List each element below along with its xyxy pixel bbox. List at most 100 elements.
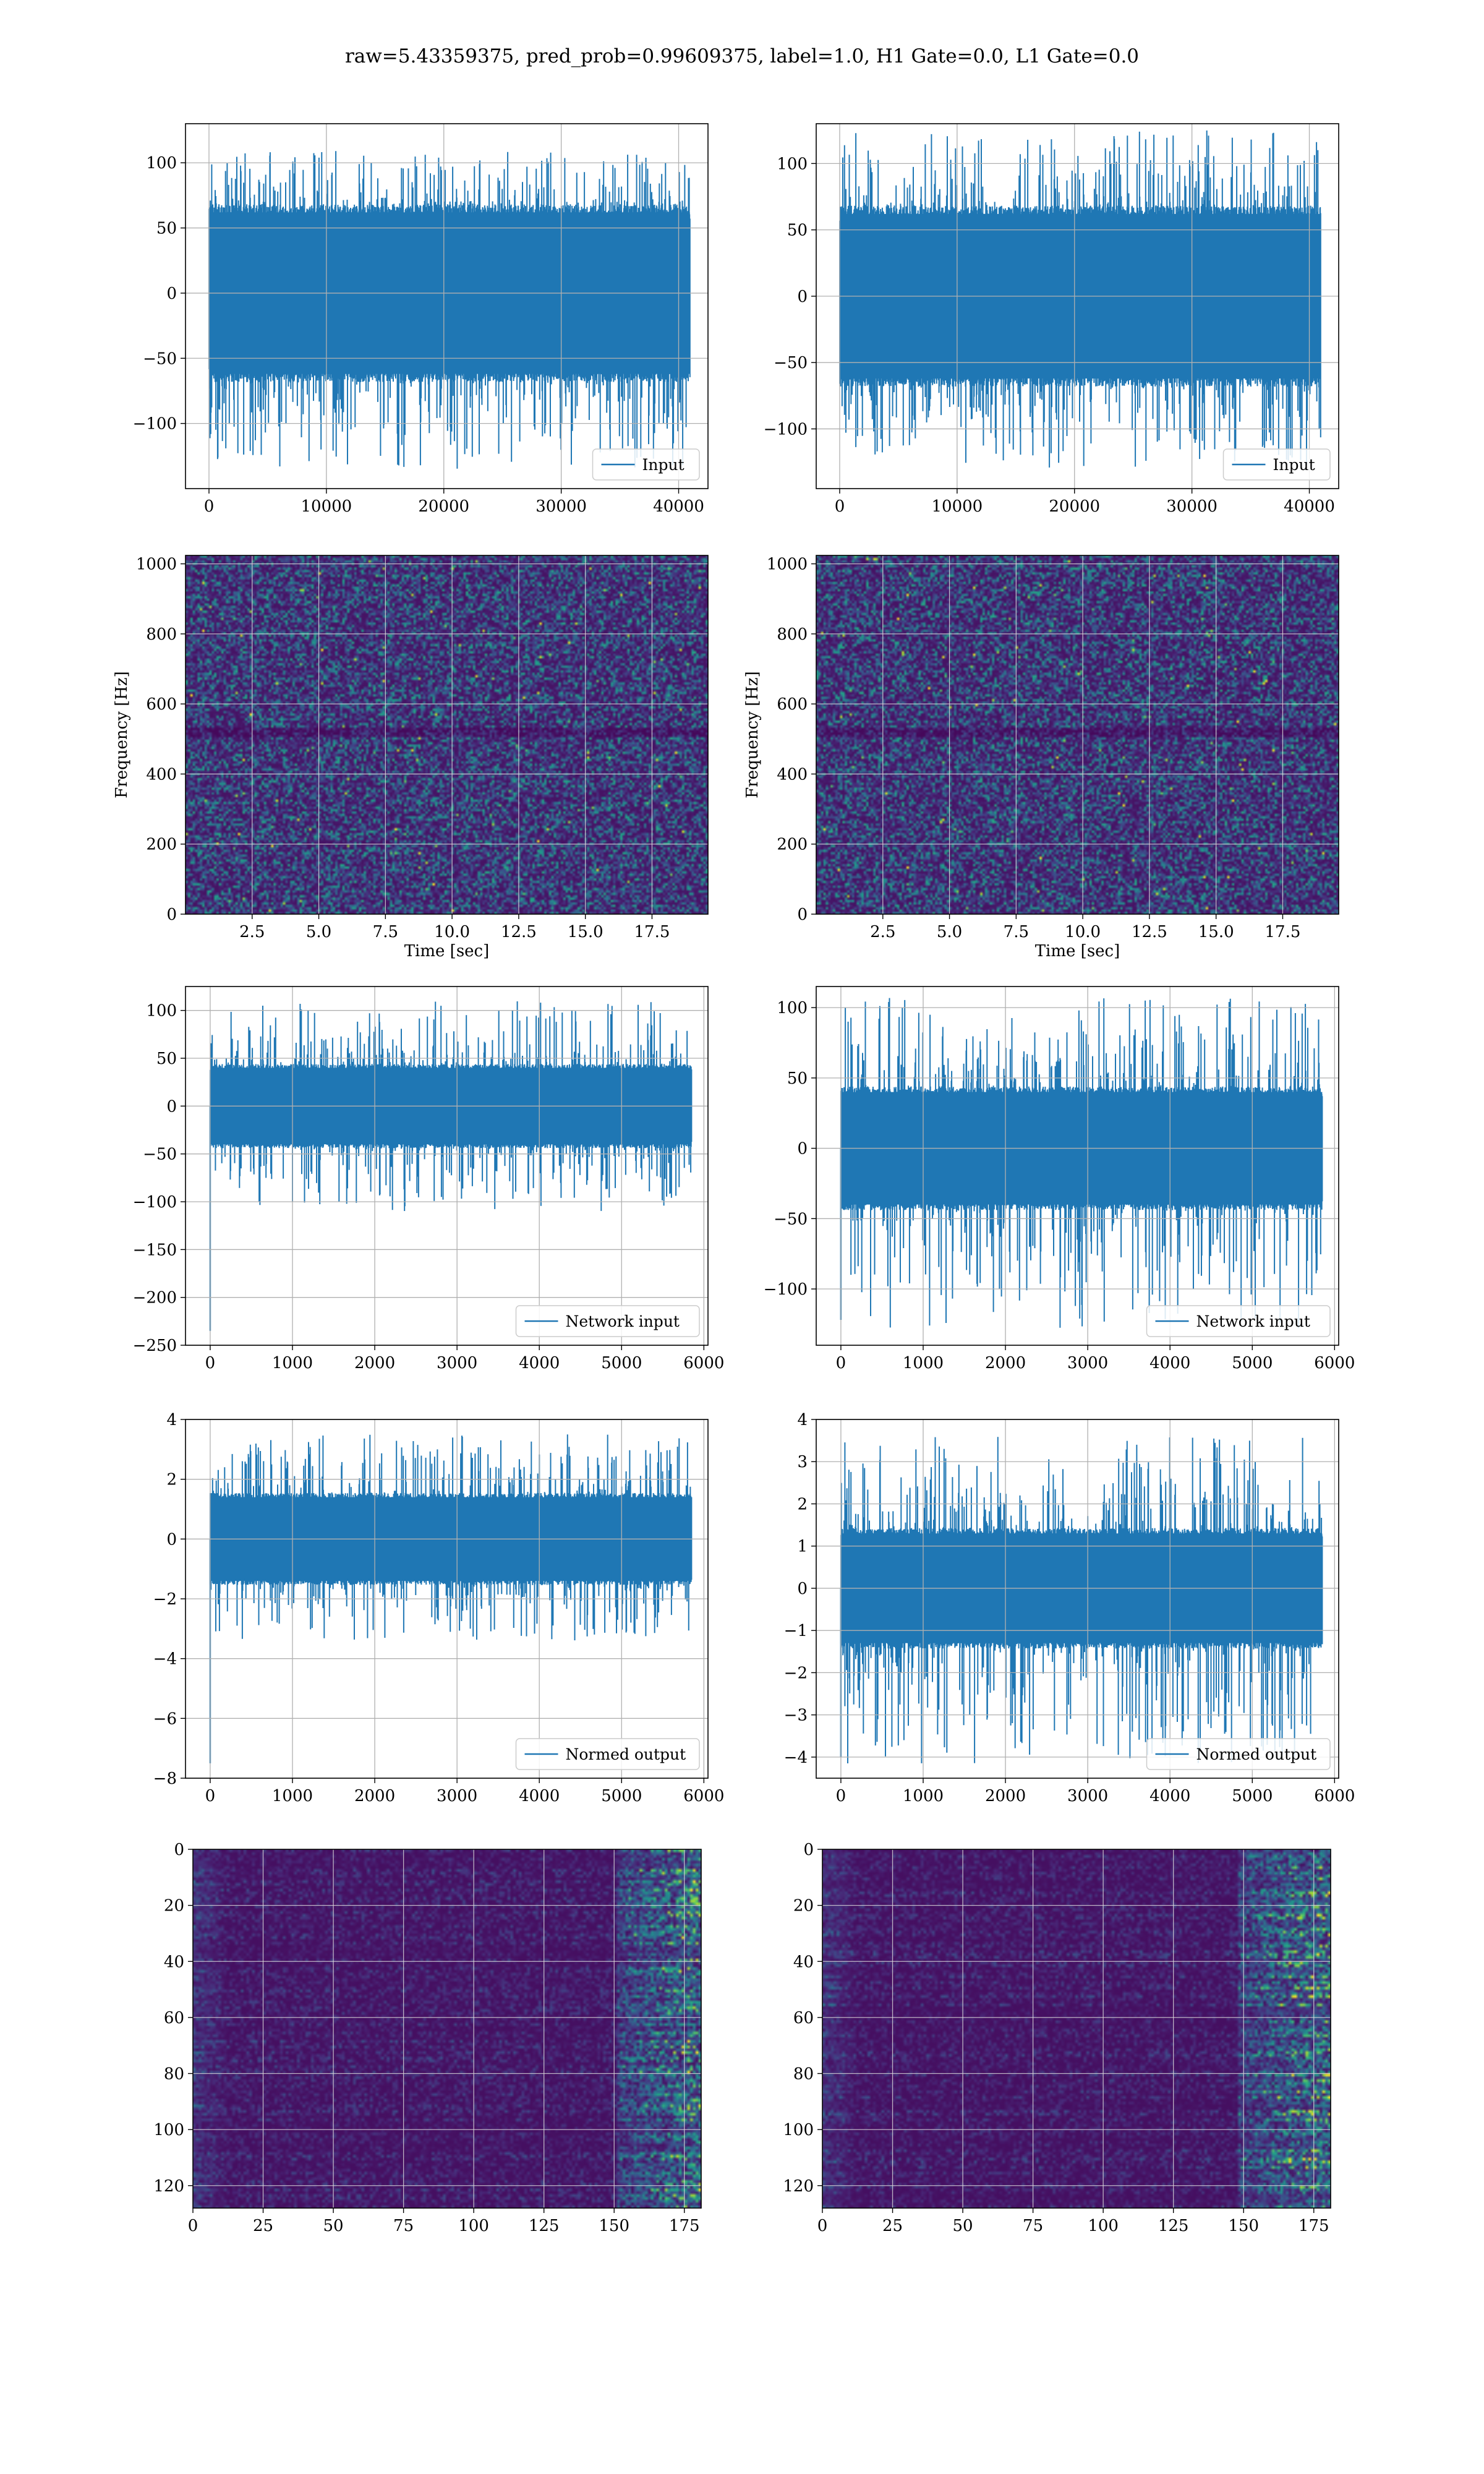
- y-tick-label: 40: [793, 1953, 814, 1971]
- x-axis-label: Time [sec]: [404, 942, 490, 961]
- x-tick-label: 7.5: [373, 923, 398, 941]
- x-tick-label: 125: [1158, 2217, 1189, 2235]
- x-tick-label: 3000: [437, 1354, 477, 1372]
- x-tick-label: 3000: [437, 1787, 477, 1805]
- x-tick-label: 30000: [535, 497, 587, 516]
- x-tick-label: 150: [599, 2217, 629, 2235]
- x-tick-label: 10.0: [1065, 923, 1101, 941]
- legend-label: Input: [642, 456, 684, 474]
- y-tick-label: 400: [146, 765, 177, 784]
- x-tick-label: 0: [836, 1354, 846, 1372]
- legend-label: Normed output: [1196, 1745, 1317, 1763]
- y-tick-label: 200: [146, 836, 177, 854]
- legend: Network input: [515, 1305, 700, 1337]
- y-tick-label: −100: [764, 1280, 808, 1299]
- x-tick-label: 0: [204, 497, 215, 516]
- x-tick-label: 5.0: [306, 923, 331, 941]
- x-tick-label: 0: [205, 1787, 216, 1805]
- x-tick-label: 100: [1088, 2217, 1119, 2235]
- x-tick-label: 2000: [354, 1787, 395, 1805]
- x-tick-label: 125: [529, 2217, 560, 2235]
- y-axis-label: Frequency [Hz]: [743, 671, 762, 798]
- y-tick-label: −150: [133, 1241, 177, 1259]
- x-axis-label: Time [sec]: [1035, 942, 1120, 961]
- y-tick-label: 100: [777, 155, 808, 173]
- x-tick-label: 17.5: [1265, 923, 1301, 941]
- x-tick-label: 0: [836, 1787, 846, 1805]
- x-tick-label: 6000: [683, 1354, 724, 1372]
- x-tick-label: 175: [669, 2217, 700, 2235]
- figure-title: raw=5.43359375, pred_prob=0.99609375, la…: [345, 45, 1139, 67]
- y-tick-label: 0: [803, 1841, 814, 1859]
- chart-r5c1: 0 25 50 75 100 125 150 175 0 20 40 60 80 100 120: [153, 1841, 702, 2235]
- legend: Normed output: [515, 1738, 700, 1770]
- x-tick-label: 10000: [932, 497, 983, 516]
- x-tick-label: 17.5: [634, 923, 670, 941]
- chart-r5c2: 0 25 50 75 100 125 150 175 0 20 40 60 80 100 120: [783, 1841, 1331, 2235]
- x-tick-label: 6000: [683, 1787, 724, 1805]
- axes-frame: [816, 123, 1339, 489]
- x-tick-label: 1000: [272, 1787, 313, 1805]
- y-tick-label: 120: [153, 2177, 184, 2196]
- heatmap-image: [186, 555, 708, 914]
- x-tick-label: 1000: [272, 1354, 313, 1372]
- y-tick-label: 600: [777, 695, 808, 714]
- chart-r3c1: 0 1000 2000 3000 4000 5000 6000−250−200−150−10…: [133, 986, 724, 1372]
- y-tick-label: 0: [797, 1580, 808, 1598]
- y-tick-label: 3: [797, 1453, 808, 1471]
- legend-label: Network input: [1196, 1312, 1310, 1330]
- heatmap-image: [822, 1849, 1331, 2208]
- y-tick-label: −6: [153, 1710, 177, 1728]
- axes-frame: [822, 1849, 1331, 2209]
- y-tick-label: −250: [133, 1337, 177, 1355]
- y-tick-label: 0: [797, 1140, 808, 1158]
- x-tick-label: 1000: [903, 1787, 944, 1805]
- x-tick-label: 40000: [653, 497, 704, 516]
- chart-r3c2: 0 1000 2000 3000 4000 5000 6000 −100 −50 0 50 100 Ne…: [764, 986, 1355, 1372]
- y-tick-label: 20: [793, 1897, 814, 1915]
- x-tick-label: 20000: [1049, 497, 1100, 516]
- y-tick-label: 100: [153, 2121, 184, 2139]
- y-tick-label: 0: [166, 1530, 177, 1549]
- y-tick-label: 4: [166, 1411, 177, 1429]
- x-tick-label: 3000: [1067, 1354, 1108, 1372]
- x-tick-label: 2000: [354, 1354, 395, 1372]
- y-tick-label: −50: [774, 1210, 808, 1228]
- x-tick-label: 6000: [1314, 1354, 1355, 1372]
- x-tick-label: 2000: [985, 1787, 1026, 1805]
- y-tick-label: 20: [164, 1897, 184, 1915]
- x-tick-label: 0: [835, 497, 845, 516]
- y-tick-label: 1: [797, 1538, 808, 1556]
- heatmap-image: [193, 1849, 701, 2208]
- x-tick-label: 10.0: [434, 923, 470, 941]
- y-tick-label: 800: [777, 625, 808, 644]
- y-tick-label: −50: [143, 349, 177, 368]
- y-tick-label: 60: [793, 2009, 814, 2027]
- y-tick-label: −50: [774, 354, 808, 372]
- legend-label: Input: [1273, 456, 1315, 474]
- chart-r1c1: 0 10000 20000 30000 40000 −100 −50 0 50 100 Input: [133, 123, 709, 516]
- y-tick-label: 100: [146, 154, 177, 173]
- x-tick-label: 15.0: [568, 923, 603, 941]
- y-tick-label: −100: [133, 1193, 177, 1212]
- x-tick-label: 3000: [1067, 1787, 1108, 1805]
- legend: Network input: [1146, 1305, 1331, 1337]
- axes-frame: [816, 555, 1339, 915]
- axes-frame: [185, 123, 709, 489]
- axes-frame: [816, 1419, 1339, 1779]
- heatmap-image: [816, 555, 1339, 914]
- x-tick-label: 4000: [519, 1787, 560, 1805]
- x-tick-label: 150: [1228, 2217, 1259, 2235]
- x-tick-label: 5000: [1232, 1787, 1273, 1805]
- x-tick-label: 75: [393, 2217, 414, 2235]
- y-tick-label: −50: [143, 1145, 177, 1164]
- chart-r4c1: 0 1000 2000 3000 4000 5000 6000 −8 −6 −4 −2 0 2 4 Norm…: [153, 1411, 725, 1805]
- y-tick-label: 50: [787, 1069, 808, 1088]
- x-tick-label: 50: [953, 2217, 973, 2235]
- y-tick-label: −1: [784, 1622, 808, 1640]
- y-tick-label: 600: [146, 695, 177, 714]
- x-tick-label: 15.0: [1198, 923, 1234, 941]
- x-tick-label: 10000: [301, 497, 352, 516]
- x-tick-label: 2.5: [239, 923, 265, 941]
